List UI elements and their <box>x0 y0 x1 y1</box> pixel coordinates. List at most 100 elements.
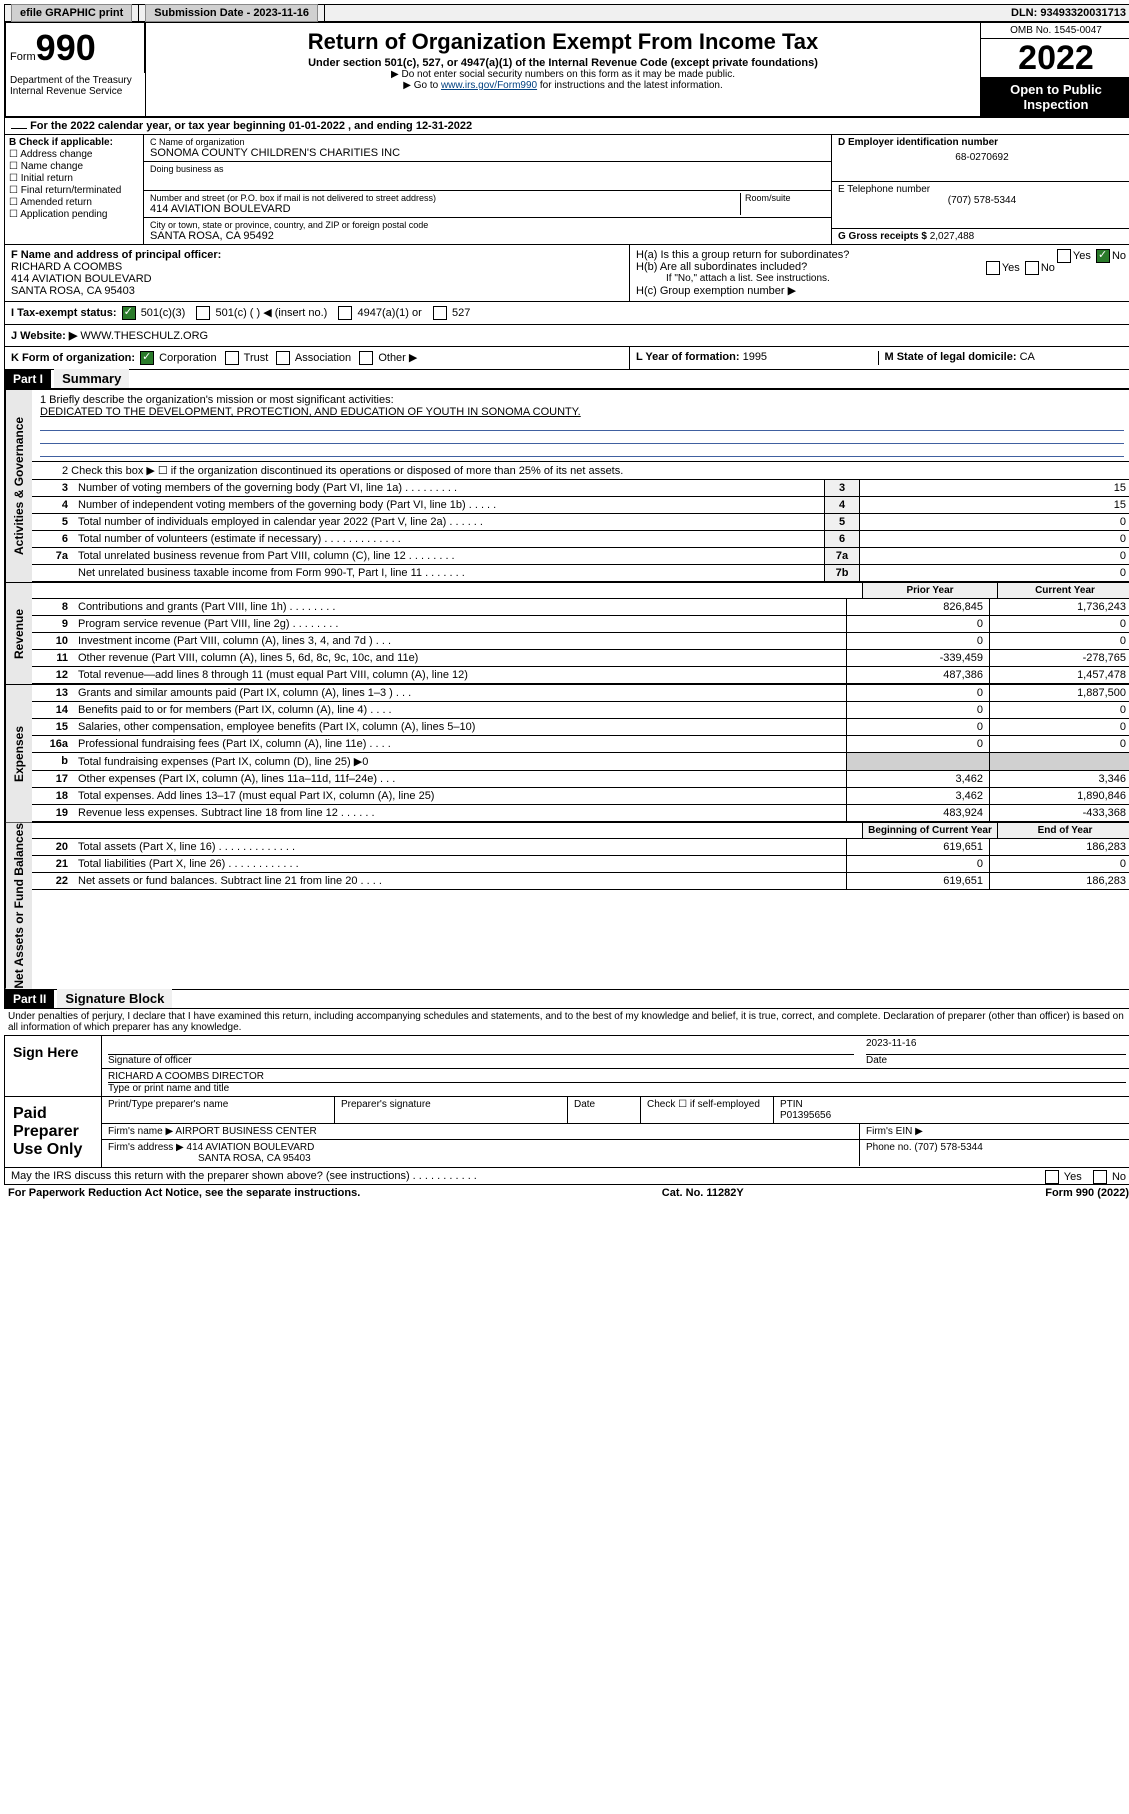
summary-line: 21Total liabilities (Part X, line 26) . … <box>32 856 1129 873</box>
summary-line: 14Benefits paid to or for members (Part … <box>32 702 1129 719</box>
header-right: OMB No. 1545-0047 2022 Open to Public In… <box>980 23 1129 116</box>
section-b: B Check if applicable: ☐ Address change … <box>5 135 144 244</box>
summary-line: 12Total revenue—add lines 8 through 11 (… <box>32 667 1129 684</box>
summary-line: 20Total assets (Part X, line 16) . . . .… <box>32 839 1129 856</box>
discuss-no[interactable] <box>1093 1170 1107 1184</box>
officer-addr1: 414 AVIATION BOULEVARD <box>11 273 623 285</box>
inspection-badge: Open to Public Inspection <box>981 78 1129 116</box>
top-bar: efile GRAPHIC print Submission Date - 20… <box>4 4 1129 22</box>
footer-right: Form 990 (2022) <box>1045 1187 1129 1199</box>
summary-line: 19Revenue less expenses. Subtract line 1… <box>32 805 1129 822</box>
street-address: 414 AVIATION BOULEVARD <box>150 203 291 215</box>
firm-ein-label: Firm's EIN ▶ <box>860 1124 1129 1139</box>
summary-line: 13Grants and similar amounts paid (Part … <box>32 685 1129 702</box>
chk-initial-return[interactable]: ☐ Initial return <box>9 173 139 184</box>
summary-line: 18Total expenses. Add lines 13–17 (must … <box>32 788 1129 805</box>
footer-mid: Cat. No. 11282Y <box>662 1187 744 1199</box>
side-governance: Activities & Governance <box>5 390 32 582</box>
chk-final-return[interactable]: ☐ Final return/terminated <box>9 185 139 196</box>
chk-assoc[interactable] <box>276 351 290 365</box>
discuss-yes[interactable] <box>1045 1170 1059 1184</box>
ha-no[interactable] <box>1096 249 1110 263</box>
addr-label: Number and street (or P.O. box if mail i… <box>150 193 740 203</box>
phone-value: (707) 578-5344 <box>838 195 1126 206</box>
summary-line: 16aProfessional fundraising fees (Part I… <box>32 736 1129 753</box>
chk-corp[interactable] <box>140 351 154 365</box>
chk-address-change[interactable]: ☐ Address change <box>9 149 139 160</box>
chk-other[interactable] <box>359 351 373 365</box>
irs-link[interactable]: www.irs.gov/Form990 <box>441 80 537 91</box>
chk-name-change[interactable]: ☐ Name change <box>9 161 139 172</box>
org-name-label: C Name of organization <box>150 137 825 147</box>
firm-addr2: SANTA ROSA, CA 95403 <box>108 1153 311 1164</box>
omb-number: OMB No. 1545-0047 <box>981 23 1129 39</box>
side-net: Net Assets or Fund Balances <box>5 823 32 989</box>
form-word: Form <box>10 51 36 63</box>
chk-4947[interactable] <box>338 306 352 320</box>
chk-527[interactable] <box>433 306 447 320</box>
section-b-heading: B Check if applicable: <box>9 137 139 148</box>
section-deg: D Employer identification number 68-0270… <box>831 135 1129 244</box>
sign-here-label: Sign Here <box>5 1036 102 1096</box>
efile-print-button[interactable]: efile GRAPHIC print <box>11 4 132 22</box>
chk-amended[interactable]: ☐ Amended return <box>9 197 139 208</box>
ein-value: 68-0270692 <box>838 148 1126 167</box>
summary-line: 5Total number of individuals employed in… <box>32 514 1129 531</box>
summary-line: 8Contributions and grants (Part VIII, li… <box>32 599 1129 616</box>
summary-line: 17Other expenses (Part IX, column (A), l… <box>32 771 1129 788</box>
section-c: C Name of organization SONOMA COUNTY CHI… <box>144 135 831 244</box>
prep-sig-label: Preparer's signature <box>335 1097 568 1123</box>
sig-officer-label: Signature of officer <box>108 1055 192 1066</box>
form-number-box: Form990 <box>6 23 145 73</box>
end-year-header: End of Year <box>997 823 1129 838</box>
current-year-header: Current Year <box>997 583 1129 598</box>
room-label: Room/suite <box>745 193 825 203</box>
period-text: For the 2022 calendar year, or tax year … <box>30 120 472 132</box>
part1-badge: Part I <box>5 370 51 388</box>
hb-no[interactable] <box>1025 261 1039 275</box>
chk-501c[interactable] <box>196 306 210 320</box>
section-f: F Name and address of principal officer:… <box>5 245 629 301</box>
date-label: Date <box>866 1055 887 1066</box>
summary-line: bTotal fundraising expenses (Part IX, co… <box>32 753 1129 771</box>
form-title: Return of Organization Exempt From Incom… <box>150 29 976 55</box>
header-center: Return of Organization Exempt From Incom… <box>146 23 980 116</box>
hc-label: H(c) Group exemption number ▶ <box>636 284 1126 297</box>
prior-year-header: Prior Year <box>862 583 997 598</box>
officer-name: RICHARD A COOMBS <box>11 261 623 273</box>
revenue-section: Revenue Prior Year Current Year 8Contrib… <box>4 582 1129 684</box>
section-klm: K Form of organization: Corporation Trus… <box>4 347 1129 370</box>
identity-block: B Check if applicable: ☐ Address change … <box>4 135 1129 245</box>
summary-line: 11Other revenue (Part VIII, column (A), … <box>32 650 1129 667</box>
hb-yes[interactable] <box>986 261 1000 275</box>
net-header-row: Beginning of Current Year End of Year <box>32 823 1129 839</box>
summary-line: 6Total number of volunteers (estimate if… <box>32 531 1129 548</box>
prep-date-label: Date <box>568 1097 641 1123</box>
part1-title: Summary <box>54 369 129 388</box>
dba-label: Doing business as <box>150 164 825 174</box>
gross-receipts-value: 2,027,488 <box>930 231 975 242</box>
section-j: J Website: ▶ WWW.THESCHULZ.ORG <box>4 325 1129 347</box>
officer-addr2: SANTA ROSA, CA 95403 <box>11 285 623 297</box>
tax-period-row: For the 2022 calendar year, or tax year … <box>4 118 1129 135</box>
department-label: Department of the Treasury Internal Reve… <box>6 73 144 99</box>
phone-label: E Telephone number <box>838 184 1126 195</box>
net-assets-section: Net Assets or Fund Balances Beginning of… <box>4 822 1129 990</box>
section-h: H(a) Is this a group return for subordin… <box>629 245 1129 301</box>
summary-line: 22Net assets or fund balances. Subtract … <box>32 873 1129 890</box>
footer-left: For Paperwork Reduction Act Notice, see … <box>8 1187 360 1199</box>
summary-line: Net unrelated business taxable income fr… <box>32 565 1129 582</box>
chk-trust[interactable] <box>225 351 239 365</box>
chk-application-pending[interactable]: ☐ Application pending <box>9 209 139 220</box>
page-footer: For Paperwork Reduction Act Notice, see … <box>4 1185 1129 1201</box>
part1-header-row: Part I Summary <box>4 370 1129 389</box>
line2: 2 Check this box ▶ ☐ if the organization… <box>32 462 1129 479</box>
self-employed-check[interactable]: Check ☐ if self-employed <box>641 1097 774 1123</box>
ein-label: D Employer identification number <box>838 137 1126 148</box>
revenue-header-row: Prior Year Current Year <box>32 583 1129 599</box>
chk-501c3[interactable] <box>122 306 136 320</box>
dln-text: DLN: 93493320031713 <box>1005 5 1129 21</box>
submission-date-button[interactable]: Submission Date - 2023-11-16 <box>145 4 318 22</box>
ha-yes[interactable] <box>1057 249 1071 263</box>
governance-section: Activities & Governance 1 Briefly descri… <box>4 389 1129 582</box>
